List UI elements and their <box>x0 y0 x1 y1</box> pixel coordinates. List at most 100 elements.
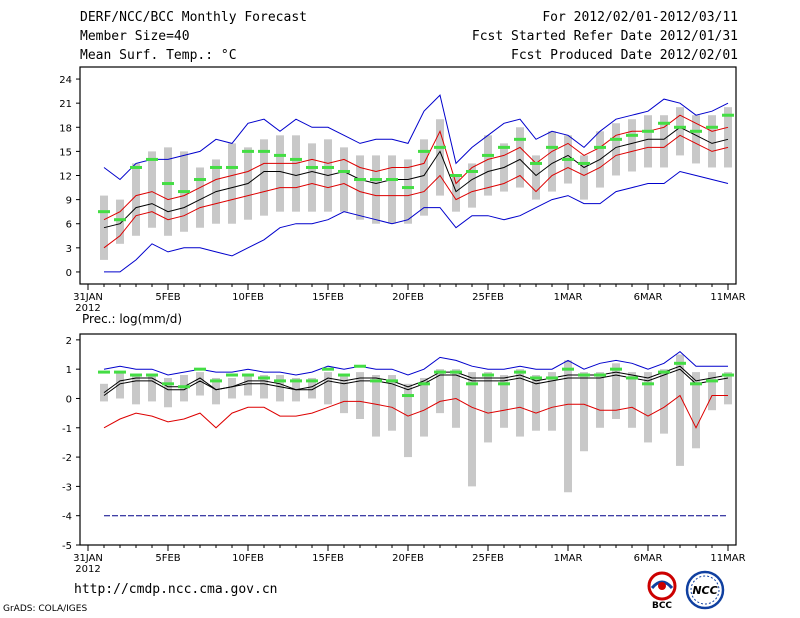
ensemble-box <box>484 372 492 443</box>
ensemble-box <box>244 375 252 396</box>
x-tick-label: 20FEB <box>392 292 424 303</box>
ensemble-box <box>660 115 668 168</box>
observed-marker <box>258 376 270 380</box>
ensemble-box <box>676 107 684 156</box>
x-tick-label: 20FEB <box>392 553 424 564</box>
x-tick-label: 10FEB <box>232 292 264 303</box>
ensemble-box <box>164 147 172 236</box>
observed-marker <box>706 125 718 129</box>
observed-marker <box>178 385 190 389</box>
ensemble-box <box>276 135 284 212</box>
observed-marker <box>322 165 334 169</box>
ensemble-box <box>532 155 540 200</box>
ensemble-box <box>404 383 412 458</box>
observed-marker <box>146 373 158 377</box>
ensemble-box <box>196 372 204 396</box>
ensemble-box <box>148 375 156 402</box>
ensemble-box <box>372 375 380 437</box>
observed-marker <box>130 165 142 169</box>
observed-marker <box>210 165 222 169</box>
observed-marker <box>418 149 430 153</box>
ensemble-box <box>724 107 732 168</box>
observed-marker <box>322 367 334 371</box>
ensemble-box <box>260 139 268 216</box>
ensemble-box <box>324 372 332 405</box>
ensemble-box <box>340 375 348 414</box>
ensemble-box <box>356 372 364 419</box>
ensemble-box <box>356 155 364 220</box>
x-tick-label: 10FEB <box>232 553 264 564</box>
y-tick-label: 0 <box>66 394 72 405</box>
ensemble-box <box>628 119 636 172</box>
y-tick-label: -4 <box>62 512 72 523</box>
x-tick-label: 31JAN <box>73 553 103 564</box>
observed-marker <box>466 169 478 173</box>
observed-marker <box>722 113 734 117</box>
observed-marker <box>242 149 254 153</box>
website-url[interactable]: http://cmdp.ncc.cma.gov.cn <box>74 582 278 597</box>
observed-marker <box>450 370 462 374</box>
ensemble-box <box>436 369 444 414</box>
x-tick-label: 5FEB <box>155 292 180 303</box>
observed-marker <box>722 373 734 377</box>
observed-marker <box>178 190 190 194</box>
observed-marker <box>562 367 574 371</box>
observed-marker <box>258 149 270 153</box>
observed-marker <box>370 379 382 383</box>
ensemble-box <box>164 377 172 408</box>
x-tick-label: 31JAN <box>73 292 103 303</box>
observed-marker <box>338 169 350 173</box>
observed-marker <box>482 373 494 377</box>
x-tick-label: 11MAR <box>710 292 745 303</box>
observed-marker <box>146 157 158 161</box>
observed-marker <box>578 373 590 377</box>
y-tick-label: -2 <box>62 453 72 464</box>
series-lower-envelope <box>103 394 728 429</box>
y-tick-label: 12 <box>59 172 72 183</box>
observed-marker <box>162 382 174 386</box>
observed-marker <box>498 145 510 149</box>
x-tick-label: 15FEB <box>312 292 344 303</box>
observed-marker <box>578 161 590 165</box>
observed-marker <box>530 376 542 380</box>
grads-credit: GrADS: COLA/IGES <box>3 604 88 614</box>
x-year-label: 2012 <box>75 303 100 314</box>
ensemble-box <box>212 377 220 405</box>
observed-marker <box>290 379 302 383</box>
ensemble-box <box>132 163 140 236</box>
observed-marker <box>450 174 462 177</box>
observed-marker <box>514 137 526 141</box>
observed-marker <box>530 161 542 165</box>
observed-marker <box>386 379 398 383</box>
ensemble-box <box>468 163 476 208</box>
ensemble-box <box>596 372 604 428</box>
ensemble-box <box>564 360 572 493</box>
ensemble-box <box>468 372 476 487</box>
y-tick-label: 18 <box>59 123 72 134</box>
refer-date: Fcst Started Refer Date 2012/01/31 <box>471 29 738 44</box>
ensemble-box <box>708 115 716 168</box>
y-tick-label: 21 <box>59 99 72 110</box>
observed-marker <box>434 145 446 149</box>
x-tick-label: 1MAR <box>554 292 583 303</box>
ensemble-box <box>228 377 236 399</box>
observed-marker <box>98 370 110 374</box>
x-tick-label: 1MAR <box>554 553 583 564</box>
observed-marker <box>610 367 622 371</box>
ensemble-box <box>260 375 268 399</box>
observed-marker <box>642 129 654 133</box>
y-tick-label: 24 <box>59 75 72 86</box>
series-spread-lower <box>103 134 729 249</box>
observed-marker <box>674 361 686 365</box>
ensemble-box <box>612 363 620 419</box>
observed-marker <box>562 157 574 161</box>
observed-marker <box>194 178 206 182</box>
ensemble-box <box>724 372 732 405</box>
observed-marker <box>114 218 126 222</box>
observed-marker <box>226 165 238 169</box>
ncc-logo: NCC <box>685 570 725 610</box>
observed-marker <box>114 370 126 374</box>
ensemble-box <box>580 372 588 452</box>
ensemble-box <box>644 115 652 168</box>
